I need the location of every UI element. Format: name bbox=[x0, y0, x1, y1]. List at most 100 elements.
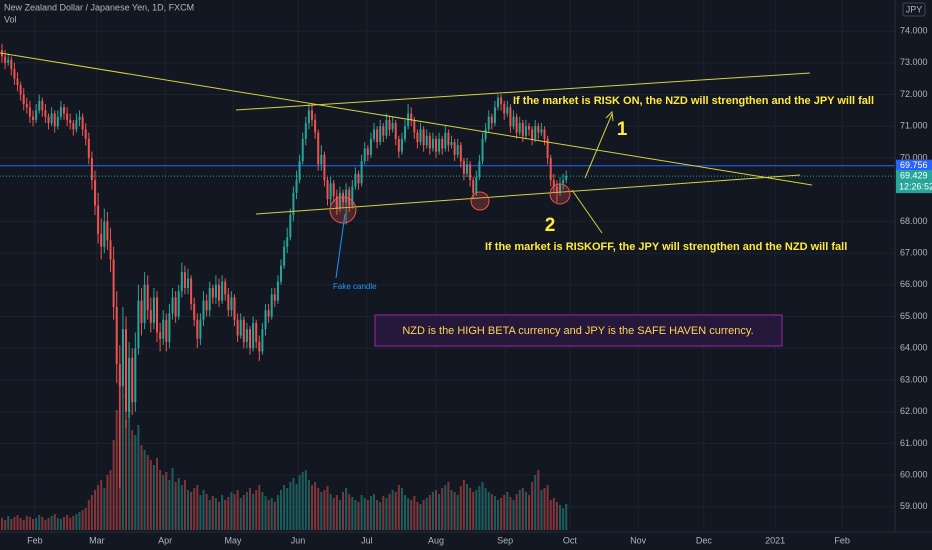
candle-body bbox=[348, 189, 351, 206]
volume-bar bbox=[276, 495, 279, 530]
pointer-line bbox=[335, 213, 346, 279]
candle-body bbox=[44, 110, 47, 117]
volume-bar bbox=[267, 500, 270, 530]
volume-bar bbox=[466, 484, 469, 530]
candle-body bbox=[549, 157, 552, 181]
candle-body bbox=[221, 281, 224, 301]
candle-body bbox=[342, 192, 345, 203]
volume-bar bbox=[323, 490, 326, 530]
candle-body bbox=[410, 113, 413, 120]
volume-bar bbox=[332, 498, 335, 530]
candle-body bbox=[512, 116, 515, 127]
y-tick-label: 71.000 bbox=[900, 121, 928, 131]
volume-bar bbox=[524, 492, 527, 530]
volume-bar bbox=[103, 488, 106, 530]
volume-bar bbox=[143, 450, 146, 530]
y-tick-label: 65.000 bbox=[900, 311, 928, 321]
volume-bar bbox=[199, 495, 202, 530]
candle-body bbox=[32, 116, 35, 120]
volume-bar bbox=[518, 490, 521, 530]
candle-body bbox=[63, 107, 66, 114]
volume-bar bbox=[69, 518, 72, 530]
volume-bar bbox=[174, 482, 177, 530]
candle-body bbox=[332, 183, 335, 197]
volume-bar bbox=[168, 480, 171, 530]
candle-body bbox=[224, 281, 227, 295]
volume-bar bbox=[326, 486, 329, 530]
currency-button[interactable] bbox=[902, 2, 926, 17]
volume-bar bbox=[537, 470, 540, 530]
last-price-badge bbox=[896, 170, 932, 194]
candle-body bbox=[345, 189, 348, 203]
highlight-circle bbox=[329, 196, 357, 224]
candle-body bbox=[22, 94, 25, 105]
volume-bar bbox=[394, 492, 397, 530]
candle-body bbox=[521, 123, 524, 136]
volume-bar bbox=[4, 520, 7, 530]
candle-body bbox=[338, 192, 341, 209]
volume-bar bbox=[125, 420, 128, 530]
y-tick-label: 73.000 bbox=[900, 57, 928, 67]
y-tick-label: 63.000 bbox=[900, 374, 928, 384]
volume-bar bbox=[112, 440, 115, 530]
candle-body bbox=[4, 56, 7, 63]
candle-body bbox=[10, 59, 13, 70]
volume-bar bbox=[345, 488, 348, 530]
candle-body bbox=[301, 138, 304, 162]
candle-body bbox=[357, 173, 360, 184]
annotation: If the market is RISK ON, the NZD will s… bbox=[513, 95, 874, 107]
volume-bar bbox=[552, 498, 555, 530]
volume-bar bbox=[419, 504, 422, 530]
candle-body bbox=[249, 329, 252, 349]
volume-bar bbox=[528, 495, 531, 530]
candle-body bbox=[28, 107, 31, 117]
candle-body bbox=[112, 259, 115, 308]
y-tick-label: 61.000 bbox=[900, 438, 928, 448]
volume-bar bbox=[562, 508, 565, 530]
x-tick-label: May bbox=[224, 535, 242, 545]
volume-bar bbox=[146, 455, 149, 530]
candle-body bbox=[47, 116, 50, 124]
volume-label: Vol bbox=[4, 14, 17, 24]
candle-body bbox=[307, 110, 310, 124]
volume-bar bbox=[7, 516, 10, 530]
candle-body bbox=[431, 138, 434, 149]
candle-body bbox=[447, 132, 450, 146]
volume-bar bbox=[121, 395, 124, 530]
grid bbox=[0, 0, 895, 530]
candle-body bbox=[255, 322, 258, 342]
candle-body bbox=[50, 113, 53, 124]
candle-body bbox=[273, 294, 276, 301]
volume-bar bbox=[490, 494, 493, 530]
volume-bar bbox=[453, 492, 456, 530]
candle-body bbox=[214, 284, 217, 298]
candle-body bbox=[546, 138, 549, 158]
candle-body bbox=[103, 221, 106, 247]
volume-bar bbox=[301, 472, 304, 530]
volume-bar bbox=[407, 498, 410, 530]
candle-body bbox=[168, 313, 171, 342]
volume-bar bbox=[211, 496, 214, 530]
volume-bar bbox=[363, 498, 366, 530]
volume-bar bbox=[47, 518, 50, 530]
candle-body bbox=[97, 205, 100, 235]
volume-bar bbox=[509, 497, 512, 530]
volume-bar bbox=[214, 498, 217, 530]
volume-bar bbox=[242, 495, 245, 530]
candle-body bbox=[497, 97, 500, 108]
candle-body bbox=[435, 138, 438, 152]
volume-bar bbox=[531, 482, 534, 530]
y-tick-label: 68.000 bbox=[900, 216, 928, 226]
volume-bar bbox=[25, 516, 28, 530]
volume-bar bbox=[311, 485, 314, 530]
volume-bar bbox=[438, 494, 441, 530]
currency-label[interactable]: JPY bbox=[906, 4, 923, 14]
candle-body bbox=[137, 300, 140, 349]
volume-bar bbox=[221, 495, 224, 530]
volume-bar bbox=[44, 520, 47, 530]
volume-bar bbox=[555, 502, 558, 530]
volume-bar bbox=[258, 485, 261, 530]
candle-body bbox=[400, 138, 403, 152]
candle-body bbox=[298, 161, 301, 181]
candle-body bbox=[469, 164, 472, 181]
